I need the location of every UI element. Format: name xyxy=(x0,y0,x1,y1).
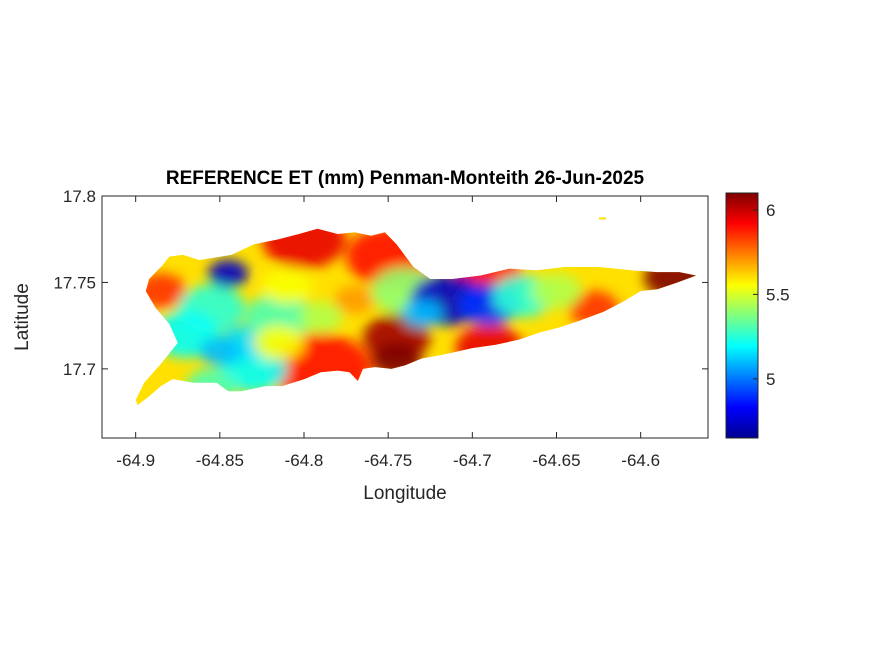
heat-blob xyxy=(401,299,443,328)
heat-blob xyxy=(261,228,347,269)
colorbar xyxy=(725,192,759,439)
chart-title: REFERENCE ET (mm) Penman-Monteith 26-Jun… xyxy=(166,168,645,189)
heat-blob xyxy=(531,273,582,309)
colorbar-tick-label: 5.5 xyxy=(766,285,790,304)
y-axis-ticks: 17.7 17.75 17.8 xyxy=(53,187,708,379)
x-tick-label: -64.65 xyxy=(532,451,580,470)
x-tick-label: -64.6 xyxy=(621,451,660,470)
heat-blob xyxy=(208,259,249,288)
y-tick-label: 17.7 xyxy=(63,360,96,379)
x-tick-label: -64.85 xyxy=(196,451,244,470)
heat-blob xyxy=(334,285,375,314)
colorbar-ticks: 55.56 xyxy=(753,201,790,389)
heat-blob xyxy=(261,268,313,304)
y-axis-label: Latitude xyxy=(12,283,33,351)
heat-blob xyxy=(253,325,304,361)
y-tick-label: 17.8 xyxy=(63,187,96,206)
heat-blob xyxy=(245,293,313,341)
x-tick-label: -64.9 xyxy=(116,451,155,470)
heat-blob xyxy=(199,337,241,366)
colorbar-tick-label: 5 xyxy=(766,370,775,389)
x-axis-label: Longitude xyxy=(363,483,446,504)
y-tick-label: 17.75 xyxy=(53,273,96,292)
x-axis-ticks: -64.9 -64.85 -64.8 -64.75 -64.7 -64.65 -64.6 xyxy=(116,196,660,470)
heat-blob xyxy=(298,301,343,333)
x-tick-label: -64.75 xyxy=(364,451,412,470)
islet-mark xyxy=(598,217,606,220)
x-tick-label: -64.8 xyxy=(285,451,324,470)
colorbar-tick-label: 6 xyxy=(766,201,775,220)
x-tick-label: -64.7 xyxy=(453,451,492,470)
